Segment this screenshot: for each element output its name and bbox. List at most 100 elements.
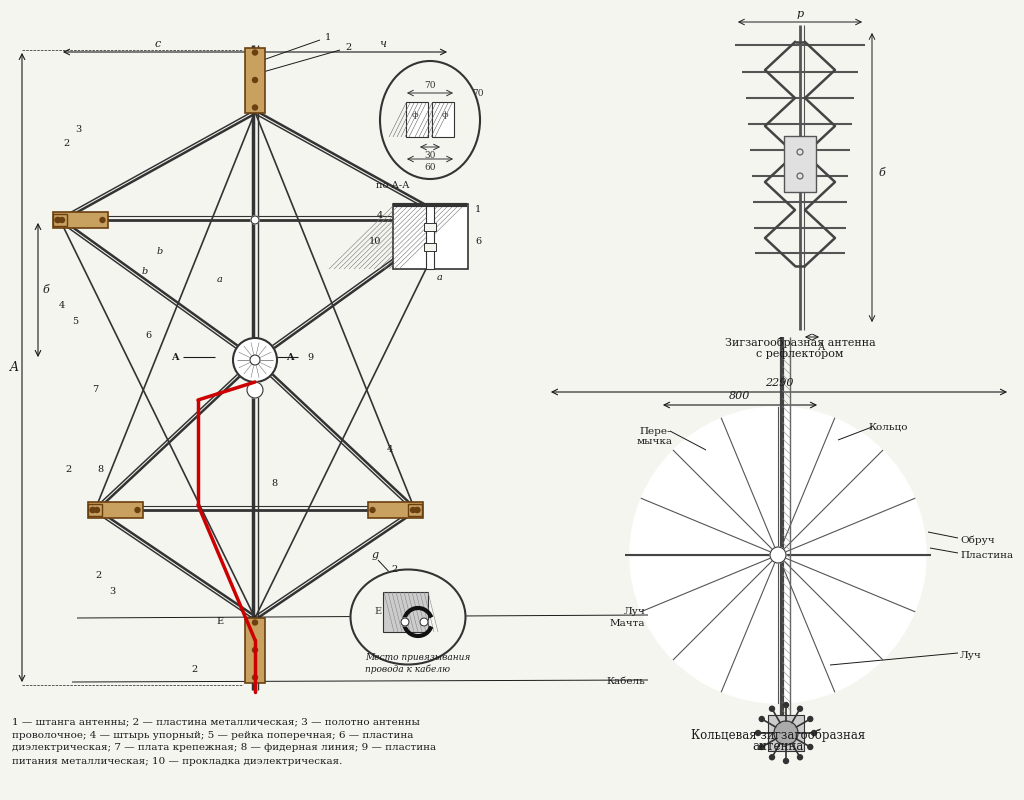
Text: Кабель: Кабель <box>606 678 645 686</box>
Bar <box>408 504 422 516</box>
Text: 8: 8 <box>97 466 103 474</box>
Text: Луч: Луч <box>624 607 645 617</box>
Text: 5: 5 <box>72 318 78 326</box>
Bar <box>432 102 454 137</box>
Text: 800: 800 <box>729 391 751 401</box>
Text: 3: 3 <box>109 587 115 597</box>
Circle shape <box>250 355 260 365</box>
Bar <box>426 204 434 269</box>
Text: ч: ч <box>379 39 386 49</box>
Text: 2290: 2290 <box>765 378 794 388</box>
Bar <box>402 212 458 228</box>
Bar <box>52 212 108 228</box>
Circle shape <box>783 702 788 707</box>
Bar <box>245 47 265 113</box>
Text: 30: 30 <box>424 150 435 159</box>
Circle shape <box>251 216 259 224</box>
Text: E: E <box>216 618 223 626</box>
Bar <box>406 102 428 137</box>
Circle shape <box>808 717 813 722</box>
Circle shape <box>630 407 926 703</box>
Circle shape <box>759 745 764 750</box>
Text: Пере-
мычка: Пере- мычка <box>637 427 673 446</box>
Text: c: c <box>155 39 161 49</box>
Circle shape <box>253 50 257 55</box>
Text: Луч: Луч <box>961 650 982 659</box>
Text: a: a <box>437 273 443 282</box>
Text: ф: ф <box>441 111 449 119</box>
Text: ф: ф <box>412 111 419 119</box>
Text: 2: 2 <box>392 566 398 574</box>
Bar <box>424 223 436 231</box>
Text: E: E <box>375 607 382 617</box>
Text: Кольцо: Кольцо <box>868 422 907 431</box>
Circle shape <box>55 218 60 222</box>
Circle shape <box>253 620 257 625</box>
Circle shape <box>450 218 455 222</box>
Circle shape <box>415 507 420 513</box>
Circle shape <box>135 507 140 513</box>
Text: б: б <box>879 167 886 178</box>
Circle shape <box>90 507 95 513</box>
Circle shape <box>401 618 409 626</box>
Text: А: А <box>818 343 825 353</box>
Text: 1: 1 <box>475 206 481 214</box>
Bar <box>393 204 468 269</box>
Text: провода к кабелю: провода к кабелю <box>365 664 450 674</box>
Text: b: b <box>142 267 148 277</box>
Text: b: b <box>157 247 163 257</box>
Text: 2: 2 <box>95 570 101 579</box>
Circle shape <box>94 507 99 513</box>
Text: 4: 4 <box>387 446 393 454</box>
Text: антенна: антенна <box>753 741 804 754</box>
Circle shape <box>798 754 803 760</box>
Text: Мачта: Мачта <box>609 619 645 629</box>
Text: 1 — штанга антенны; 2 — пластина металлическая; 3 — полотно антенны: 1 — штанга антенны; 2 — пластина металли… <box>12 718 420 726</box>
Text: A: A <box>286 353 294 362</box>
Circle shape <box>774 721 798 745</box>
Bar <box>443 214 457 226</box>
Circle shape <box>59 218 65 222</box>
Bar <box>87 502 142 518</box>
Text: A: A <box>9 361 18 374</box>
Text: Пластина: Пластина <box>961 551 1013 561</box>
Text: 6: 6 <box>145 330 152 339</box>
Text: 8: 8 <box>271 479 278 489</box>
Bar <box>53 214 67 226</box>
Text: Зигзагообразная антенна: Зигзагообразная антенна <box>725 337 876 347</box>
Text: 70: 70 <box>472 89 483 98</box>
Circle shape <box>808 745 813 750</box>
Text: g: g <box>372 550 379 560</box>
Circle shape <box>253 78 257 82</box>
Circle shape <box>370 507 375 513</box>
Text: Кольцевая зигзагообразная: Кольцевая зигзагообразная <box>691 728 865 742</box>
Circle shape <box>756 730 761 735</box>
Circle shape <box>100 218 105 222</box>
Circle shape <box>450 218 455 222</box>
Text: 2: 2 <box>65 466 71 474</box>
Text: a: a <box>217 275 223 285</box>
Text: 2: 2 <box>191 666 198 674</box>
Bar <box>768 715 804 751</box>
Circle shape <box>420 618 428 626</box>
Text: 3: 3 <box>75 126 81 134</box>
Text: 4: 4 <box>377 210 383 219</box>
Circle shape <box>759 717 764 722</box>
Text: диэлектрическая; 7 — плата крепежная; 8 — фидерная линия; 9 — пластина: диэлектрическая; 7 — плата крепежная; 8 … <box>12 743 436 753</box>
Text: б: б <box>43 285 49 295</box>
Circle shape <box>253 675 257 680</box>
Text: 4: 4 <box>58 301 66 310</box>
Text: 9: 9 <box>307 353 313 362</box>
Bar <box>784 136 816 192</box>
Text: A: A <box>171 353 179 362</box>
Bar <box>424 243 436 251</box>
Text: 60: 60 <box>424 162 436 171</box>
Circle shape <box>798 706 803 711</box>
Text: питания металлическая; 10 — прокладка диэлектрическая.: питания металлическая; 10 — прокладка ди… <box>12 757 342 766</box>
Circle shape <box>253 647 257 653</box>
Circle shape <box>445 218 451 222</box>
Circle shape <box>247 382 263 398</box>
Text: 70: 70 <box>424 82 436 90</box>
Circle shape <box>783 758 788 763</box>
Circle shape <box>769 706 774 711</box>
